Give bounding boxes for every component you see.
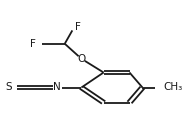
Text: CH₃: CH₃ — [164, 82, 183, 92]
Text: F: F — [75, 22, 81, 32]
Text: N: N — [53, 82, 61, 92]
Text: O: O — [77, 54, 85, 64]
Text: F: F — [30, 39, 36, 49]
Text: S: S — [5, 82, 12, 92]
